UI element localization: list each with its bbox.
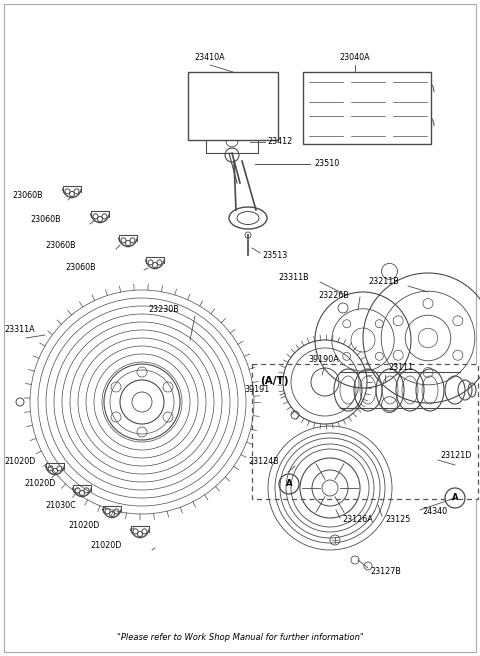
Text: 39190A: 39190A [308,356,339,365]
Text: 23111: 23111 [388,363,413,373]
Text: 24340: 24340 [422,508,447,516]
Text: 23060B: 23060B [45,241,76,249]
Text: 23510: 23510 [314,159,339,169]
Text: (A/T): (A/T) [260,376,288,386]
Text: 21020D: 21020D [68,522,99,531]
Text: 23124B: 23124B [248,457,279,466]
Text: 21020D: 21020D [90,541,121,550]
Bar [252,364,478,499]
Text: A: A [452,493,458,502]
Text: 23311B: 23311B [278,274,309,283]
Text: 23230B: 23230B [148,306,179,314]
Text: 23412: 23412 [267,138,292,146]
Text: 23126A: 23126A [342,516,373,525]
Text: A: A [286,480,292,489]
Text: 23121D: 23121D [440,451,471,459]
Text: 23211B: 23211B [368,277,399,287]
Text: 21020D: 21020D [24,480,55,489]
Text: 23125: 23125 [385,516,410,525]
Bar [206,113,258,153]
Text: 23513: 23513 [262,251,287,260]
Bar [303,72,431,144]
Text: 23060B: 23060B [30,216,60,224]
Text: 23410A: 23410A [195,54,225,62]
Text: 23040A: 23040A [340,54,370,62]
Text: 23311A: 23311A [4,325,35,335]
Bar [188,72,278,140]
Text: 23127B: 23127B [370,567,401,577]
Text: 23226B: 23226B [318,291,349,300]
Text: 23060B: 23060B [12,192,43,201]
Text: 21030C: 21030C [45,501,76,510]
Bar [208,105,256,115]
Text: "Please refer to Work Shop Manual for further information": "Please refer to Work Shop Manual for fu… [117,634,363,642]
Text: 21020D: 21020D [4,457,36,466]
Text: 23060B: 23060B [65,264,96,272]
Text: 39191: 39191 [244,386,269,394]
